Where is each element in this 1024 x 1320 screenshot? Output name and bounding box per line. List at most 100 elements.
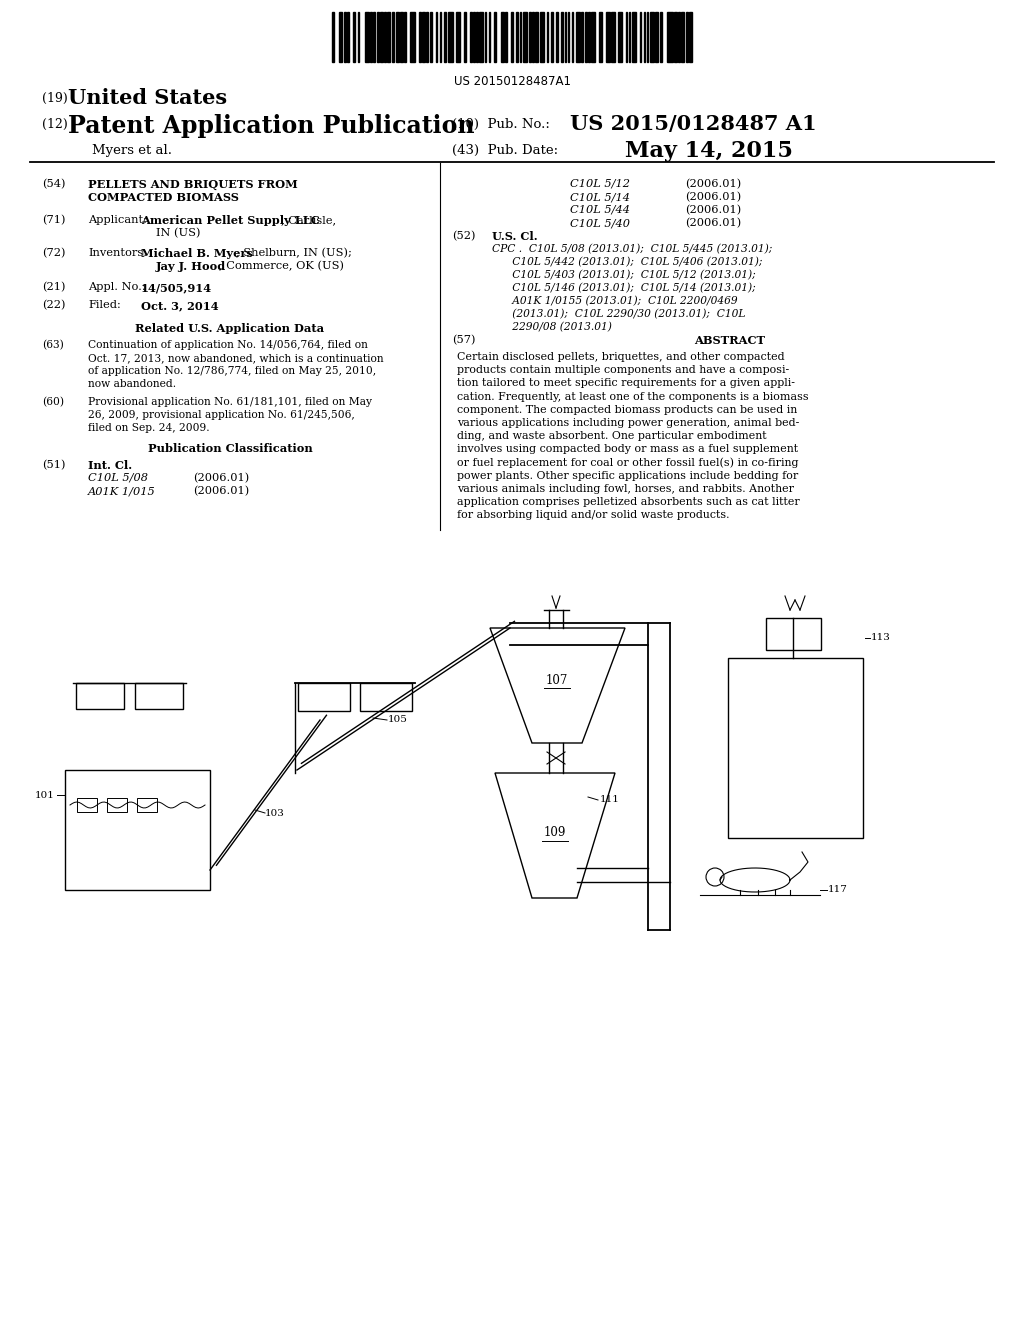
Text: (2006.01): (2006.01) <box>685 205 741 215</box>
Text: American Pellet Supply LLC: American Pellet Supply LLC <box>141 215 319 226</box>
Bar <box>519 12 521 62</box>
Bar <box>626 12 627 62</box>
Bar <box>479 12 483 62</box>
Bar <box>344 12 345 62</box>
Text: 105: 105 <box>388 715 408 725</box>
Bar <box>396 12 398 62</box>
Bar <box>464 12 466 62</box>
Text: Filed:: Filed: <box>88 300 121 310</box>
Bar <box>426 12 427 62</box>
Text: A01K 1/0155 (2013.01);  C10L 2200/0469: A01K 1/0155 (2013.01); C10L 2200/0469 <box>492 296 737 306</box>
Bar <box>555 12 558 62</box>
Bar <box>547 12 548 62</box>
Text: Int. Cl.: Int. Cl. <box>88 459 132 471</box>
Text: of application No. 12/786,774, filed on May 25, 2010,: of application No. 12/786,774, filed on … <box>88 366 376 376</box>
Bar <box>347 12 348 62</box>
Text: various applications including power generation, animal bed-: various applications including power gen… <box>457 418 800 428</box>
Bar <box>660 12 662 62</box>
Bar <box>422 12 425 62</box>
Text: C10L 5/442 (2013.01);  C10L 5/406 (2013.01);: C10L 5/442 (2013.01); C10L 5/406 (2013.0… <box>492 257 763 268</box>
Text: (21): (21) <box>42 282 66 292</box>
Bar <box>377 12 379 62</box>
Text: Publication Classification: Publication Classification <box>147 444 312 454</box>
Text: IN (US): IN (US) <box>156 228 201 239</box>
Text: US 20150128487A1: US 20150128487A1 <box>454 75 570 88</box>
Bar <box>439 12 441 62</box>
Bar <box>629 12 630 62</box>
Text: (63): (63) <box>42 341 63 350</box>
Text: (2006.01): (2006.01) <box>685 191 741 202</box>
Bar <box>611 12 615 62</box>
Text: 26, 2009, provisional application No. 61/245,506,: 26, 2009, provisional application No. 61… <box>88 411 354 420</box>
Text: (71): (71) <box>42 215 66 226</box>
Text: (2006.01): (2006.01) <box>685 180 741 189</box>
Bar <box>678 12 680 62</box>
Bar <box>443 12 446 62</box>
Bar <box>655 12 657 62</box>
Bar <box>473 12 474 62</box>
Text: 14/505,914: 14/505,914 <box>141 282 212 293</box>
Text: component. The compacted biomass products can be used in: component. The compacted biomass product… <box>457 405 798 414</box>
Bar <box>551 12 553 62</box>
Bar <box>571 12 573 62</box>
Bar <box>591 12 595 62</box>
Bar <box>410 12 415 62</box>
Text: C10L 5/12: C10L 5/12 <box>570 180 630 189</box>
Bar <box>599 12 601 62</box>
Bar <box>435 12 437 62</box>
Bar <box>632 12 636 62</box>
Text: Myers et al.: Myers et al. <box>92 144 172 157</box>
Text: Provisional application No. 61/181,101, filed on May: Provisional application No. 61/181,101, … <box>88 397 372 407</box>
Text: Michael B. Myers: Michael B. Myers <box>141 248 253 259</box>
Bar <box>484 12 486 62</box>
Text: Oct. 3, 2014: Oct. 3, 2014 <box>141 300 219 312</box>
Text: (54): (54) <box>42 180 66 189</box>
Bar <box>605 12 609 62</box>
Text: (19): (19) <box>42 92 68 106</box>
Text: for absorbing liquid and/or solid waste products.: for absorbing liquid and/or solid waste … <box>457 511 729 520</box>
Text: Patent Application Publication: Patent Application Publication <box>68 114 474 139</box>
Text: Related U.S. Application Data: Related U.S. Application Data <box>135 323 325 334</box>
Bar <box>430 12 431 62</box>
Bar <box>686 12 687 62</box>
Bar <box>535 12 538 62</box>
Text: Appl. No.:: Appl. No.: <box>88 282 145 292</box>
Text: involves using compacted body or mass as a fuel supplement: involves using compacted body or mass as… <box>457 445 798 454</box>
Text: filed on Sep. 24, 2009.: filed on Sep. 24, 2009. <box>88 422 210 433</box>
Bar <box>357 12 359 62</box>
Text: Oct. 17, 2013, now abandoned, which is a continuation: Oct. 17, 2013, now abandoned, which is a… <box>88 352 384 363</box>
Text: , Commerce, OK (US): , Commerce, OK (US) <box>219 261 344 272</box>
Bar <box>505 12 507 62</box>
Text: 2290/08 (2013.01): 2290/08 (2013.01) <box>492 322 612 333</box>
Bar <box>766 618 821 649</box>
Bar <box>588 12 590 62</box>
Text: 113: 113 <box>871 634 891 643</box>
Text: (43)  Pub. Date:: (43) Pub. Date: <box>452 144 558 157</box>
Bar <box>643 12 645 62</box>
Text: C10L 5/403 (2013.01);  C10L 5/12 (2013.01);: C10L 5/403 (2013.01); C10L 5/12 (2013.01… <box>492 271 756 280</box>
Bar <box>447 12 453 62</box>
Bar <box>76 682 124 709</box>
Text: 117: 117 <box>828 886 848 895</box>
Bar <box>400 12 402 62</box>
Text: 109: 109 <box>544 826 566 840</box>
Text: (52): (52) <box>452 231 475 242</box>
Bar <box>332 12 334 62</box>
Bar <box>646 12 648 62</box>
Bar <box>77 799 97 812</box>
Bar <box>501 12 504 62</box>
Text: now abandoned.: now abandoned. <box>88 379 176 389</box>
Text: products contain multiple components and have a composi-: products contain multiple components and… <box>457 366 790 375</box>
Text: (2013.01);  C10L 2290/30 (2013.01);  C10L: (2013.01); C10L 2290/30 (2013.01); C10L <box>492 309 745 319</box>
Bar <box>585 12 587 62</box>
Text: CPC .  C10L 5/08 (2013.01);  C10L 5/445 (2013.01);: CPC . C10L 5/08 (2013.01); C10L 5/445 (2… <box>492 244 772 255</box>
Bar <box>540 12 544 62</box>
Bar <box>689 12 692 62</box>
Bar <box>380 12 383 62</box>
Bar <box>640 12 641 62</box>
Text: (2006.01): (2006.01) <box>685 218 741 228</box>
Text: , Shelburn, IN (US);: , Shelburn, IN (US); <box>236 248 352 259</box>
Bar <box>567 12 569 62</box>
Bar <box>529 12 530 62</box>
Text: power plants. Other specific applications include bedding for: power plants. Other specific application… <box>457 471 799 480</box>
